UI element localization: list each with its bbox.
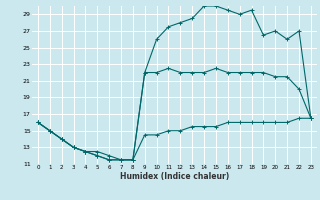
X-axis label: Humidex (Indice chaleur): Humidex (Indice chaleur) <box>120 172 229 181</box>
